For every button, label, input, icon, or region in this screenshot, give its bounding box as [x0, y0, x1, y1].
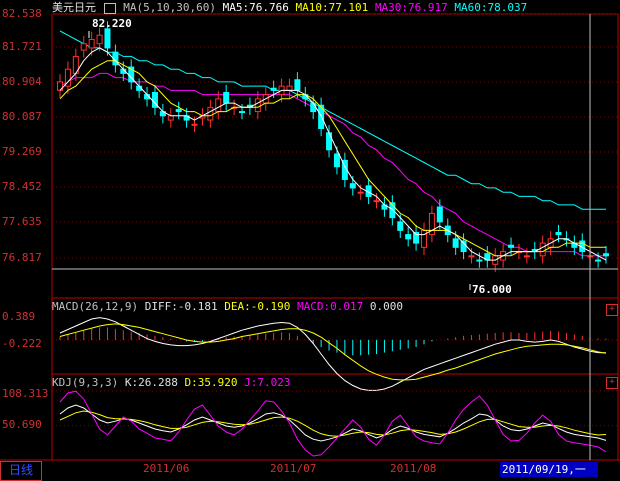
candle-body — [191, 123, 198, 126]
ma5-value: MA5:76.766 — [222, 1, 289, 14]
candle-body — [555, 231, 562, 236]
kdj-d: D:35.920 — [184, 376, 238, 389]
candle-body — [167, 115, 174, 121]
candle-body — [476, 259, 483, 262]
ma-series-line — [59, 47, 607, 261]
candle-body — [539, 242, 546, 257]
candle-body — [96, 34, 103, 45]
candle-body — [603, 253, 609, 257]
high-annotation: 82.220 — [92, 17, 132, 30]
period-tab-daily[interactable]: 日线 — [0, 461, 42, 481]
candle-body — [428, 212, 435, 236]
x-label-aug: 2011/08 — [390, 462, 437, 475]
candle-body — [223, 91, 230, 104]
price-tick-label: 76.817 — [2, 251, 42, 264]
macd-dea-line — [59, 323, 607, 381]
ma-toggle-icon[interactable] — [103, 2, 116, 14]
candle-body — [397, 221, 404, 231]
kdj-expand-button[interactable]: + — [606, 377, 618, 389]
price-tick-label: 77.635 — [2, 215, 42, 228]
candle-body — [373, 200, 380, 203]
candle-body — [254, 98, 261, 113]
candle-body — [389, 202, 396, 219]
candle-body — [88, 38, 95, 49]
candle-body — [421, 229, 427, 248]
price-tick-label: 81.721 — [2, 40, 42, 53]
candle-body — [595, 259, 602, 262]
candle-body — [468, 255, 475, 258]
kdj-panel-header: KDJ(9,3,3) K:26.288 D:35.920 J:7.023 — [52, 376, 290, 390]
kdj-j: J:7.023 — [244, 376, 291, 389]
macd-params: MACD(26,12,9) — [52, 300, 139, 313]
candle-body — [349, 183, 356, 189]
macd-dea: DEA:-0.190 — [224, 300, 291, 313]
macd-axis-bottom: -0.222 — [2, 337, 42, 350]
macd-diff-line — [59, 317, 607, 391]
macd-value: MACD:0.017 — [297, 300, 364, 313]
candlesticks — [57, 21, 609, 272]
chart-frame — [0, 13, 620, 461]
price-tick-label: 79.269 — [2, 145, 42, 158]
ma-series-line — [59, 60, 606, 257]
macd-axis-top: 0.389 — [2, 310, 36, 323]
ma-params: MA(5,10,30,60) — [123, 1, 216, 14]
candle-body — [215, 98, 222, 113]
ma-series-line — [59, 72, 606, 257]
kdj-k-line — [59, 404, 607, 442]
kdj-axis-top: 108.313 — [2, 387, 49, 400]
kdj-axis-mid: 50.690 — [2, 418, 42, 431]
macd-diff: DIFF:-0.181 — [144, 300, 218, 313]
macd-panel — [52, 317, 618, 391]
x-label-jun: 2011/06 — [143, 462, 190, 475]
ma30-value: MA30:76.917 — [374, 1, 448, 14]
kdj-k: K:26.288 — [124, 376, 178, 389]
x-label-jul: 2011/07 — [270, 462, 317, 475]
kdj-params: KDJ(9,3,3) — [52, 376, 119, 389]
ma10-value: MA10:77.101 — [295, 1, 369, 14]
ma60-line — [59, 30, 606, 210]
candle-body — [64, 68, 71, 87]
candle-body — [452, 238, 459, 248]
price-tick-label: 80.087 — [2, 110, 42, 123]
candle-body — [270, 87, 277, 91]
kdj-j-line — [59, 390, 607, 457]
candle-body — [286, 85, 293, 91]
candle-body — [508, 244, 515, 248]
candle-body — [207, 106, 214, 121]
ma-series-line — [59, 30, 606, 210]
candle-body — [523, 255, 530, 258]
candle-body — [310, 102, 317, 113]
kdj-d-line — [59, 410, 607, 437]
candle-body — [357, 191, 364, 194]
ma5-line — [59, 47, 607, 261]
candle-body — [294, 79, 301, 91]
candle-body — [333, 153, 340, 168]
candle-body — [80, 43, 87, 51]
candle-body — [175, 108, 182, 113]
price-panel-header: 美元日元 MA(5,10,30,60) MA5:76.766 MA10:77.1… — [52, 1, 527, 15]
candle-body — [413, 231, 420, 244]
price-tick-label: 78.452 — [2, 180, 42, 193]
ma60-value: MA60:78.037 — [454, 1, 528, 14]
symbol-title: 美元日元 — [52, 1, 96, 14]
candle-body — [326, 132, 333, 151]
candle-body — [436, 206, 443, 223]
price-tick-label: 80.904 — [2, 75, 42, 88]
candle-body — [104, 28, 111, 49]
candle-body — [405, 234, 412, 240]
ma10-line — [59, 60, 606, 257]
ma30-line — [59, 72, 606, 257]
macd-expand-button[interactable]: + — [606, 304, 618, 316]
price-tick-label: 82.538 — [2, 7, 42, 20]
crosshair-cursor — [52, 14, 618, 460]
kdj-panel — [52, 390, 618, 457]
low-annotation: 76.000 — [472, 283, 512, 296]
macd-extra: 0.000 — [369, 300, 404, 313]
macd-panel-header: MACD(26,12,9) DIFF:-0.181 DEA:-0.190 MAC… — [52, 300, 403, 314]
candle-body — [239, 111, 245, 114]
date-readout: 2011/09/19,一 — [500, 462, 598, 477]
